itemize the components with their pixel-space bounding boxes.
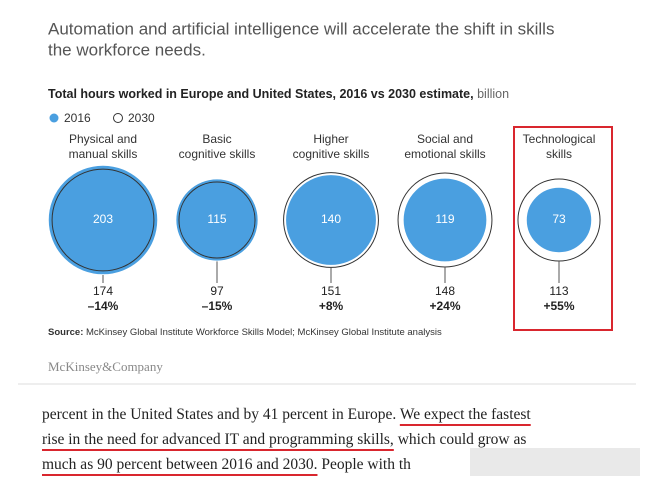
value-2030: 97 <box>210 284 224 298</box>
legend-label: 2016 <box>64 111 91 125</box>
blur-patch <box>470 448 640 476</box>
chart-title: Total hours worked in Europe and United … <box>48 87 509 101</box>
bubble-2016 <box>284 173 378 267</box>
change-label: –14% <box>88 299 119 313</box>
value-2016: 73 <box>552 212 566 226</box>
category-label: Social and <box>417 132 473 146</box>
bubble-2016 <box>402 177 488 263</box>
category-label: skills <box>546 147 572 161</box>
highlight-box <box>513 126 613 331</box>
change-label: +8% <box>319 299 344 313</box>
body-line: much as 90 percent between 2016 and 2030… <box>42 456 411 473</box>
category-label: Basic <box>202 132 231 146</box>
category-label: Physical and <box>69 132 137 146</box>
body-line: percent in the United States and by 41 p… <box>42 406 531 423</box>
category-label: emotional skills <box>404 147 485 161</box>
chart-title-text: Total hours worked in Europe and United … <box>48 87 474 101</box>
legend-swatch <box>113 113 123 123</box>
value-2030: 151 <box>321 284 341 298</box>
body-segment: People with th <box>317 456 411 473</box>
value-2016: 115 <box>207 212 226 226</box>
bubble-2030 <box>51 168 155 272</box>
source: Source: McKinsey Global Institute Workfo… <box>48 327 442 338</box>
brand: McKinsey&Company <box>48 359 163 374</box>
category-label: cognitive skills <box>293 147 370 161</box>
value-2030: 148 <box>435 284 455 298</box>
source-text: McKinsey Global Institute Workforce Skil… <box>86 327 442 338</box>
value-2030: 113 <box>549 284 568 298</box>
bubble-2016 <box>525 186 593 254</box>
category-label: cognitive skills <box>179 147 256 161</box>
value-2016: 140 <box>321 212 341 226</box>
unit: billion <box>477 87 509 101</box>
body-segment: We expect the fastest <box>400 406 532 423</box>
source-label: Source: <box>48 327 83 338</box>
value-2016: 119 <box>435 212 454 226</box>
category-label: manual skills <box>69 147 138 161</box>
legend-label: 2030 <box>128 111 155 125</box>
title-line: Automation and artificial intelligence w… <box>48 19 554 38</box>
title-line: the workforce needs. <box>48 40 206 59</box>
body-segment: which could grow as <box>394 431 527 448</box>
body-segment: much as 90 percent between 2016 and 2030… <box>42 456 317 473</box>
bubble-2030 <box>178 181 256 259</box>
body-segment: rise in the need for advanced IT and pro… <box>42 431 394 448</box>
change-label: –15% <box>202 299 233 313</box>
change-label: +24% <box>429 299 460 313</box>
body-segment: percent in the United States and by 41 p… <box>42 406 400 423</box>
value-2016: 203 <box>93 212 113 226</box>
category-label: Higher <box>313 132 348 146</box>
change-label: +55% <box>543 299 574 313</box>
body-line: rise in the need for advanced IT and pro… <box>42 431 526 448</box>
category-label: Technological <box>523 132 596 146</box>
value-2030: 174 <box>93 284 113 298</box>
legend-swatch <box>49 113 59 123</box>
